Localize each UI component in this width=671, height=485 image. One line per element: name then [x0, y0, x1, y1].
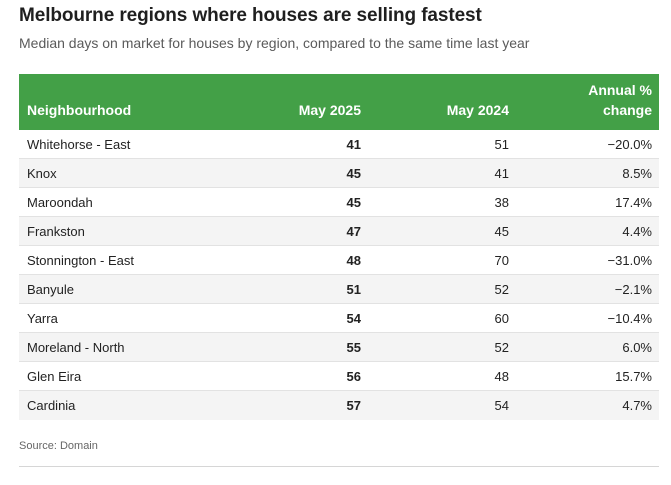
cell-may-2024: 51 [494, 137, 509, 152]
cell-annual-change: 6.0% [622, 340, 652, 355]
cell-may-2025: 56 [346, 369, 361, 384]
table-row: Yarra 54 60 −10.4% [19, 304, 659, 333]
cell-annual-change: −20.0% [607, 137, 652, 152]
cell-may-2024: 52 [494, 282, 509, 297]
cell-neighbourhood: Stonnington - East [27, 253, 134, 268]
column-header-may-2025: May 2025 [298, 102, 361, 118]
table-body: Whitehorse - East 41 51 −20.0% Knox 45 41 8.5% M… [19, 130, 659, 420]
cell-neighbourhood: Whitehorse - East [27, 137, 131, 152]
chart-title: Melbourne regions where houses are selli… [19, 5, 482, 26]
cell-may-2025: 47 [346, 224, 361, 239]
cell-neighbourhood: Frankston [27, 224, 85, 239]
cell-neighbourhood: Yarra [27, 311, 58, 326]
cell-neighbourhood: Knox [27, 166, 57, 181]
cell-annual-change: 4.7% [622, 398, 652, 413]
table-row: Glen Eira 56 48 15.7% [19, 362, 659, 391]
cell-may-2025: 51 [346, 282, 361, 297]
cell-may-2024: 41 [494, 166, 509, 181]
cell-may-2024: 45 [494, 224, 509, 239]
cell-may-2024: 54 [494, 398, 509, 413]
cell-may-2024: 60 [494, 311, 509, 326]
bottom-divider [19, 466, 659, 467]
column-header-neighbourhood: Neighbourhood [27, 102, 132, 118]
cell-may-2025: 57 [346, 398, 361, 413]
cell-may-2024: 38 [494, 195, 509, 210]
cell-may-2025: 45 [346, 166, 361, 181]
cell-may-2024: 70 [494, 253, 509, 268]
table-header: Neighbourhood May 2025 May 2024 Annual %… [19, 74, 659, 130]
chart-subtitle: Median days on market for houses by regi… [19, 35, 530, 51]
table-row: Banyule 51 52 −2.1% [19, 275, 659, 304]
table-row: Maroondah 45 38 17.4% [19, 188, 659, 217]
cell-neighbourhood: Cardinia [27, 398, 76, 413]
cell-may-2025: 54 [346, 311, 361, 326]
cell-annual-change: 4.4% [622, 224, 652, 239]
cell-may-2025: 48 [346, 253, 361, 268]
cell-neighbourhood: Glen Eira [27, 369, 82, 384]
table-row: Cardinia 57 54 4.7% [19, 391, 659, 420]
cell-neighbourhood: Moreland - North [27, 340, 125, 355]
source-note: Source: Domain [19, 440, 98, 452]
cell-annual-change: 17.4% [615, 195, 652, 210]
cell-may-2024: 52 [494, 340, 509, 355]
cell-neighbourhood: Maroondah [27, 195, 93, 210]
column-header-annual-change: Annual % change [588, 82, 652, 118]
table-row: Stonnington - East 48 70 −31.0% [19, 246, 659, 275]
table-row: Moreland - North 55 52 6.0% [19, 333, 659, 362]
table-row: Knox 45 41 8.5% [19, 159, 659, 188]
table-row: Frankston 47 45 4.4% [19, 217, 659, 246]
cell-annual-change: −2.1% [614, 282, 652, 297]
cell-annual-change: 15.7% [615, 369, 652, 384]
cell-may-2025: 41 [346, 137, 361, 152]
cell-neighbourhood: Banyule [27, 282, 74, 297]
cell-annual-change: −10.4% [607, 311, 652, 326]
cell-annual-change: 8.5% [622, 166, 652, 181]
cell-may-2024: 48 [494, 369, 509, 384]
cell-may-2025: 55 [346, 340, 361, 355]
cell-annual-change: −31.0% [607, 253, 652, 268]
column-header-may-2024: May 2024 [446, 102, 509, 118]
table-row: Whitehorse - East 41 51 −20.0% [19, 130, 659, 159]
data-table: Neighbourhood May 2025 May 2024 Annual %… [19, 74, 659, 420]
cell-may-2025: 45 [346, 195, 361, 210]
